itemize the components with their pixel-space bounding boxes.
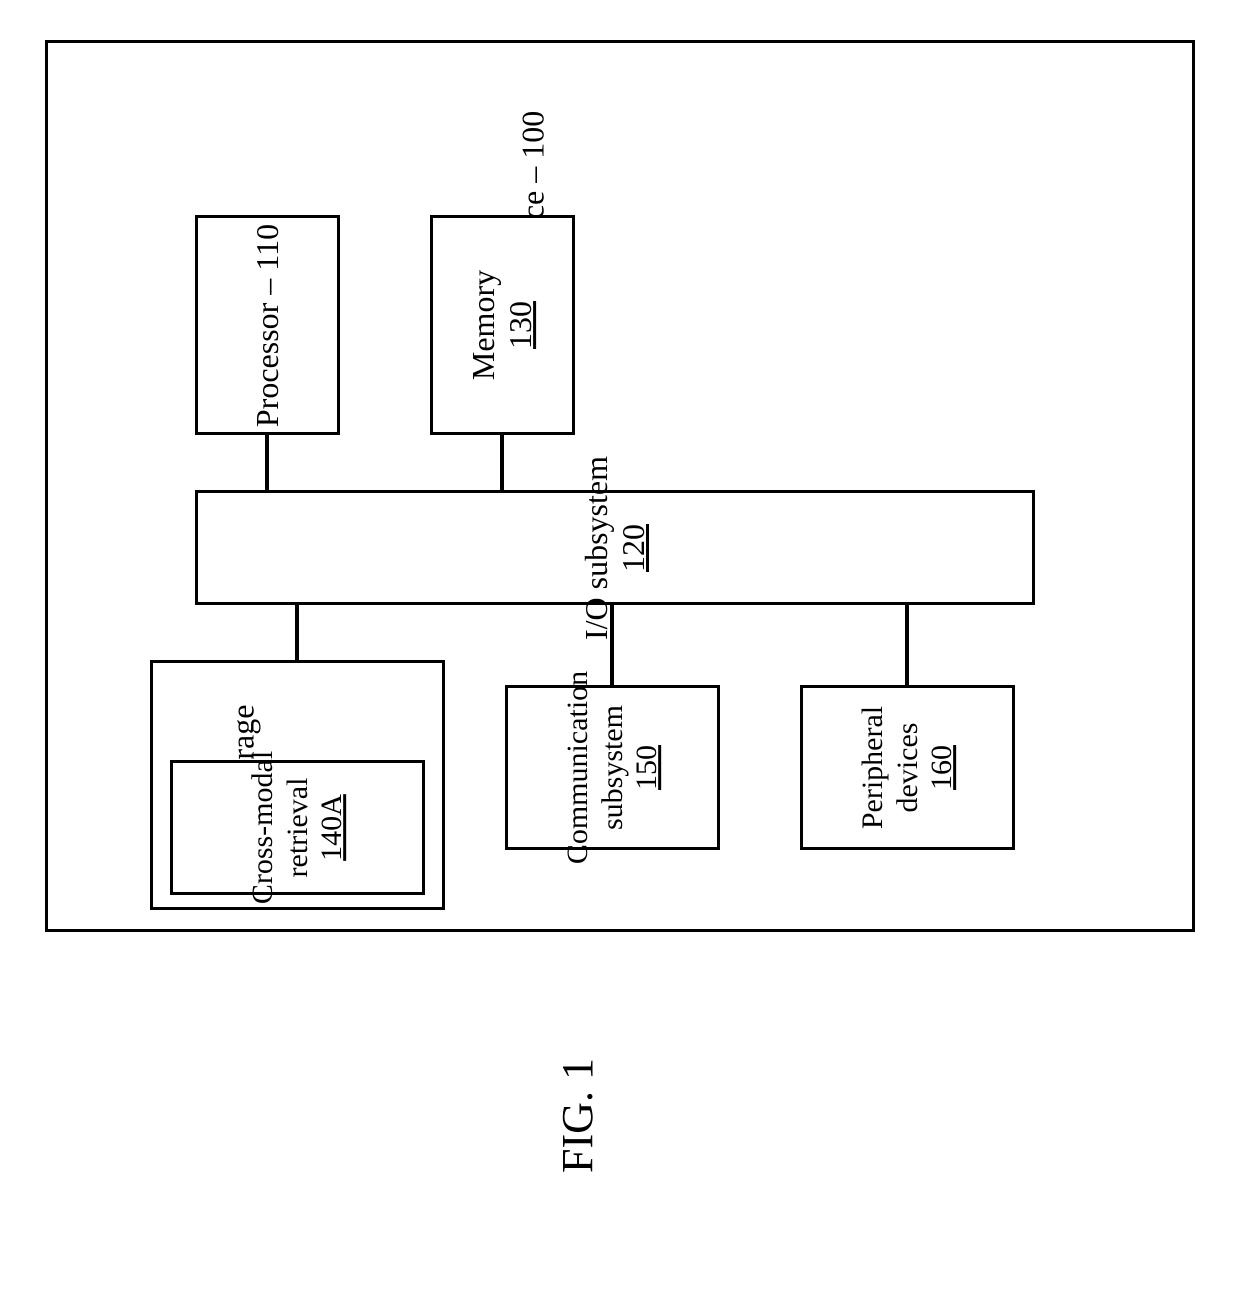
cross-modal-box: Cross-modal retrieval 140A — [170, 760, 425, 895]
comm-label-1: Communication — [561, 671, 594, 864]
periph-label-1: Peripheral — [856, 706, 889, 829]
cross-modal-ref: 140A — [315, 794, 348, 861]
cross-modal-label-2: retrieval — [280, 778, 313, 878]
processor-label: Processor – 110 — [249, 223, 285, 426]
peripheral-box: Peripheral devices 160 — [800, 685, 1015, 850]
communication-box: Communication subsystem 150 — [505, 685, 720, 850]
memory-ref: 130 — [502, 301, 538, 349]
connector — [500, 435, 504, 490]
periph-ref: 160 — [925, 745, 958, 790]
io-label: I/O subsystem — [578, 456, 614, 640]
figure-caption: FIG. 1 — [520, 1090, 635, 1141]
periph-label-2: devices — [891, 723, 924, 813]
io-ref: 120 — [615, 524, 651, 572]
connector — [610, 605, 614, 685]
memory-label: Memory — [465, 270, 501, 380]
io-subsystem-box: I/O subsystem 120 — [195, 490, 1035, 605]
connector — [265, 435, 269, 490]
connector — [905, 605, 909, 685]
comm-label-2: subsystem — [595, 705, 628, 830]
figure-stage: Computing device – 100 Processor – 110 M… — [0, 0, 1240, 1309]
memory-box: Memory 130 — [430, 215, 575, 435]
cross-modal-label-1: Cross-modal — [246, 751, 279, 904]
connector — [295, 605, 299, 660]
caption-text: FIG. 1 — [553, 1058, 602, 1173]
comm-ref: 150 — [630, 745, 663, 790]
processor-box: Processor – 110 — [195, 215, 340, 435]
